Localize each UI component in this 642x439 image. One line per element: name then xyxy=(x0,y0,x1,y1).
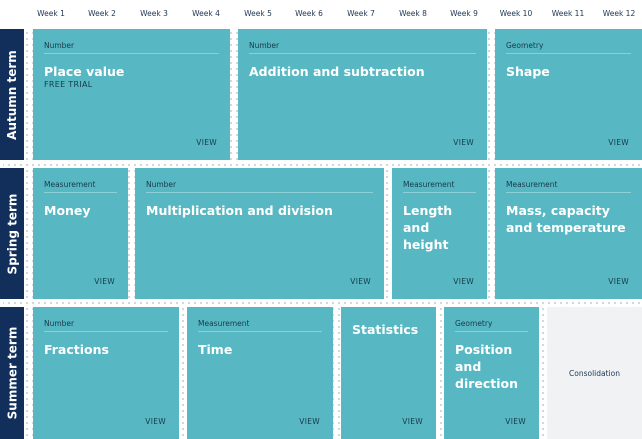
term-label-autumn: Autumn term xyxy=(0,29,24,160)
view-link[interactable]: VIEW xyxy=(145,417,166,426)
term-label-summer: Summer term xyxy=(0,307,24,439)
week-label: Week 8 xyxy=(399,9,427,18)
view-link[interactable]: VIEW xyxy=(453,277,474,286)
unit-card-time[interactable]: Measurement Time VIEW xyxy=(187,307,333,439)
consolidation-label: Consolidation xyxy=(569,368,620,378)
view-link[interactable]: VIEW xyxy=(299,417,320,426)
unit-category: Number xyxy=(146,180,373,193)
view-link[interactable]: VIEW xyxy=(94,277,115,286)
week-label: Week 6 xyxy=(295,9,323,18)
unit-title: Fractions xyxy=(44,342,109,357)
unit-title: Time xyxy=(198,342,233,357)
unit-title: Position and direction xyxy=(455,342,519,391)
unit-card-shape[interactable]: Geometry Shape VIEW xyxy=(495,29,642,160)
unit-card-addition-subtraction[interactable]: Number Addition and subtraction VIEW xyxy=(238,29,487,160)
week-label: Week 2 xyxy=(88,9,116,18)
unit-category: Geometry xyxy=(455,319,528,332)
unit-title: Multiplication and division xyxy=(146,203,333,218)
term-label-spring: Spring term xyxy=(0,168,24,299)
unit-category: Measurement xyxy=(198,319,322,332)
unit-card-multiplication-division[interactable]: Number Multiplication and division VIEW xyxy=(135,168,384,299)
view-link[interactable]: VIEW xyxy=(505,417,526,426)
unit-card-length-height[interactable]: Measurement Length and height VIEW xyxy=(392,168,487,299)
unit-card-statistics[interactable]: Statistics VIEW xyxy=(341,307,436,439)
unit-title: Shape xyxy=(506,64,550,79)
term-label-text: Spring term xyxy=(5,193,19,274)
unit-category: Number xyxy=(44,319,168,332)
unit-category: Measurement xyxy=(44,180,117,193)
view-link[interactable]: VIEW xyxy=(608,277,629,286)
week-label: Week 3 xyxy=(140,9,168,18)
unit-title: Place value xyxy=(44,64,125,79)
unit-title: Mass, capacity and temperature xyxy=(506,203,626,235)
view-link[interactable]: VIEW xyxy=(608,138,629,147)
unit-category: Measurement xyxy=(506,180,631,193)
unit-category: Geometry xyxy=(506,41,631,54)
unit-title: Money xyxy=(44,203,91,218)
free-trial-badge: FREE TRIAL xyxy=(44,80,93,89)
consolidation-block: Consolidation xyxy=(547,307,642,439)
view-link[interactable]: VIEW xyxy=(196,138,217,147)
unit-card-fractions[interactable]: Number Fractions VIEW xyxy=(33,307,179,439)
week-label: Week 10 xyxy=(499,9,533,18)
week-label: Week 5 xyxy=(244,9,272,18)
unit-card-place-value[interactable]: Number Place value FREE TRIAL VIEW xyxy=(33,29,230,160)
week-label: Week 1 xyxy=(37,9,65,18)
unit-category: Number xyxy=(249,41,476,54)
unit-card-position-direction[interactable]: Geometry Position and direction VIEW xyxy=(444,307,539,439)
week-label: Week 11 xyxy=(551,9,585,18)
week-label: Week 4 xyxy=(192,9,220,18)
week-label: Week 9 xyxy=(450,9,478,18)
unit-category: Number xyxy=(44,41,219,54)
term-label-text: Summer term xyxy=(5,326,20,420)
unit-title: Addition and subtraction xyxy=(249,64,425,79)
week-header: Week 1 Week 2 Week 3 Week 4 Week 5 Week … xyxy=(0,0,642,28)
week-label: Week 7 xyxy=(347,9,375,18)
week-label: Week 12 xyxy=(602,9,636,18)
view-link[interactable]: VIEW xyxy=(453,138,474,147)
unit-title: Length and height xyxy=(403,203,453,252)
unit-category: Measurement xyxy=(403,180,476,193)
unit-title: Statistics xyxy=(352,322,419,337)
view-link[interactable]: VIEW xyxy=(350,277,371,286)
unit-card-mass-capacity-temperature[interactable]: Measurement Mass, capacity and temperatu… xyxy=(495,168,642,299)
unit-card-money[interactable]: Measurement Money VIEW xyxy=(33,168,128,299)
term-label-text: Autumn term xyxy=(5,49,20,140)
view-link[interactable]: VIEW xyxy=(402,417,423,426)
